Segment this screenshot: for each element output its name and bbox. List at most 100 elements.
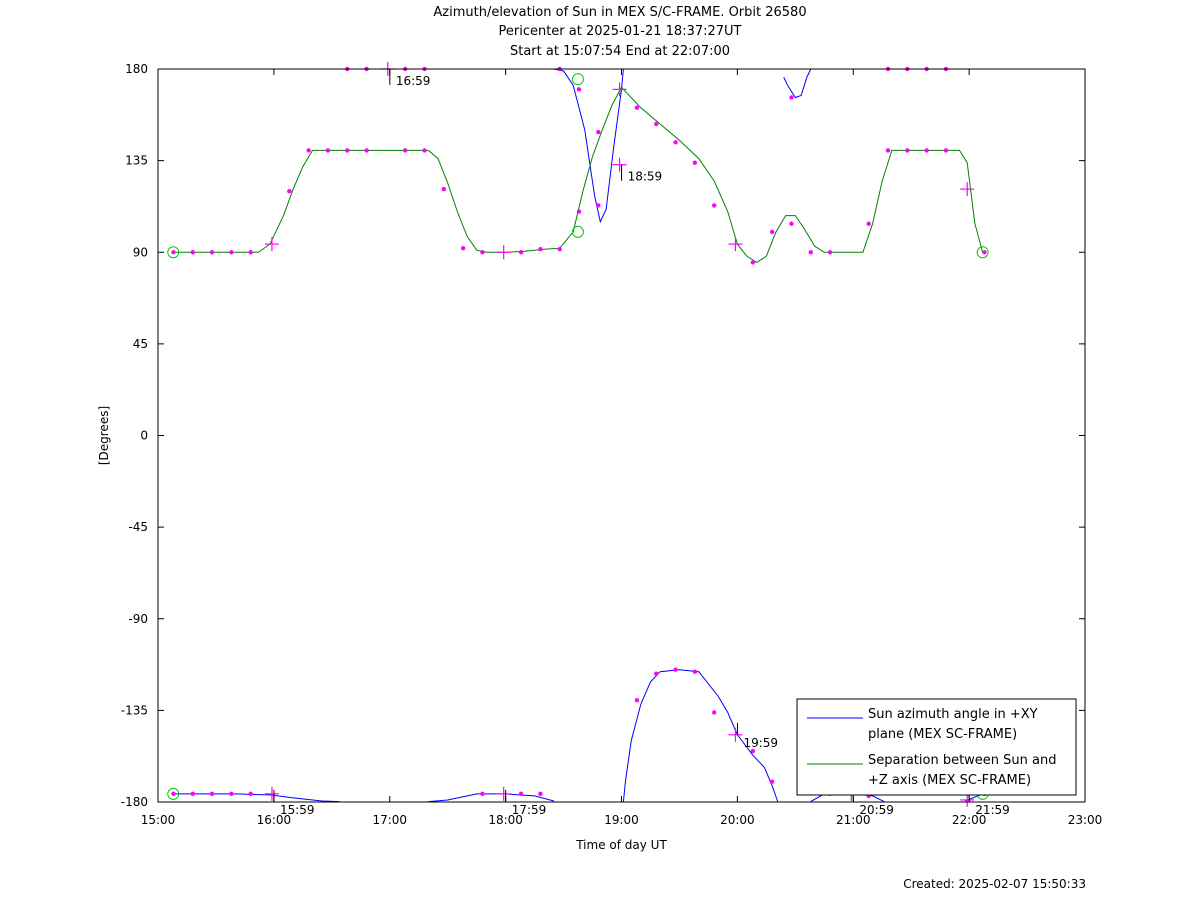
data-point-dot — [692, 160, 698, 165]
data-point-dot — [712, 203, 717, 208]
hour-cross-marker — [612, 157, 627, 172]
data-point-dot — [364, 148, 369, 153]
event-circle-marker — [571, 225, 584, 238]
x-tick-label: 22:00 — [952, 813, 987, 827]
data-point-dot — [634, 697, 640, 703]
annotation-label: 18:59 — [628, 170, 663, 184]
series-line — [622, 669, 779, 803]
data-point-dot — [248, 250, 253, 255]
hour-annotation: 17:59 — [505, 790, 547, 817]
y-tick-label: 0 — [140, 429, 148, 443]
data-point-dot — [692, 669, 698, 674]
data-point-dot — [596, 129, 601, 135]
data-point-dot — [866, 221, 871, 226]
legend-label: Sun azimuth angle in +XY — [868, 707, 1038, 722]
data-point-dot — [518, 250, 524, 255]
data-point-dot — [769, 779, 775, 784]
data-point-dot — [789, 95, 794, 100]
y-tick-label: 135 — [125, 154, 148, 168]
series-line — [783, 68, 812, 99]
annotation-label: 17:59 — [512, 803, 547, 817]
x-tick-label: 17:00 — [372, 813, 407, 827]
data-point-dot — [789, 221, 794, 226]
data-point-dot — [924, 148, 929, 153]
data-point-dot — [190, 791, 195, 797]
data-point-dot — [171, 250, 176, 255]
data-point-dot — [171, 791, 176, 797]
x-tick-label: 15:00 — [141, 813, 176, 827]
x-tick-label: 23:00 — [1068, 813, 1103, 827]
data-point-dot — [441, 186, 447, 192]
legend-label: plane (MEX SC-FRAME) — [868, 727, 1017, 742]
marker-layer — [167, 62, 989, 807]
series-line — [173, 86, 984, 263]
data-point-dot — [576, 209, 582, 214]
y-tick-label: 90 — [133, 245, 148, 259]
label-layer: 15:00 16:00 17:00 18:00 19:00 20:00 21:00 22:00… — [97, 62, 1102, 852]
hour-cross-marker — [960, 182, 975, 197]
hour-annotation: 18:59 — [621, 164, 663, 184]
data-point-dot — [325, 148, 331, 153]
data-point-dot — [943, 148, 949, 153]
hour-annotation: 19:59 — [736, 722, 778, 750]
annotation-label: 20:59 — [859, 803, 894, 817]
plot-frame — [157, 68, 1086, 803]
data-point-dot — [654, 121, 659, 127]
data-point-dot — [209, 250, 215, 255]
legend-box — [796, 698, 1077, 796]
data-point-dot — [750, 260, 756, 265]
hour-cross-marker — [728, 727, 743, 742]
data-point-dot — [229, 791, 234, 797]
event-circle-marker — [571, 73, 584, 86]
chart-title: Azimuth/elevation of Sun in MEX S/C-FRAM… — [433, 5, 807, 20]
data-point-dot — [557, 246, 562, 252]
data-point-dot — [827, 250, 833, 255]
annotation-label: 15:59 — [280, 803, 315, 817]
hour-cross-marker — [496, 786, 511, 801]
data-point-dot — [345, 148, 350, 153]
x-axis-label: Time of day UT — [575, 838, 667, 852]
hour-cross-marker — [264, 237, 279, 252]
y-tick-label: 180 — [125, 62, 148, 76]
data-point-dot — [808, 250, 813, 255]
created-timestamp: Created: 2025-02-07 15:50:33 — [903, 877, 1086, 891]
data-point-dot — [750, 748, 756, 754]
data-point-dot — [654, 671, 659, 676]
y-axis-label: [Degrees] — [97, 406, 111, 465]
data-point-dot — [538, 246, 543, 252]
data-point-dot — [306, 148, 311, 153]
y-tick-label: -90 — [128, 612, 148, 626]
data-point-dot — [885, 148, 891, 153]
x-tick-label: 16:00 — [257, 813, 292, 827]
event-circle-marker — [167, 787, 180, 800]
data-point-dot — [518, 791, 524, 797]
series-line — [428, 793, 555, 803]
chart-subtitle-start-end: Start at 15:07:54 End at 22:07:00 — [509, 44, 731, 59]
series-line — [553, 68, 624, 224]
x-tick-label: 19:00 — [604, 813, 639, 827]
y-tick-label: -135 — [121, 703, 148, 717]
data-point-dot — [287, 188, 292, 194]
y-tick-label: 45 — [133, 337, 148, 351]
legend: Sun azimuth angle in +XY plane (MEX SC-FR… — [796, 698, 1077, 796]
annotation-label: 16:59 — [396, 74, 431, 88]
data-point-dot — [248, 791, 253, 797]
y-tick-label: -180 — [121, 795, 148, 809]
data-point-dot — [538, 791, 543, 797]
data-point-dot — [712, 710, 717, 715]
hour-annotation: 16:59 — [389, 69, 431, 88]
data-point-dot — [982, 250, 987, 255]
series-line — [173, 793, 340, 803]
data-point-dot — [576, 87, 582, 92]
x-tick-label: 20:00 — [720, 813, 755, 827]
series-layer — [173, 68, 984, 803]
annotation-label: 19:59 — [743, 736, 778, 750]
chart-subtitle-pericenter: Pericenter at 2025-01-21 18:37:27UT — [498, 24, 742, 39]
data-point-dot — [229, 250, 234, 255]
annotation-label: 21:59 — [975, 803, 1010, 817]
hour-cross-marker — [612, 82, 627, 97]
legend-label: Separation between Sun and — [868, 753, 1056, 768]
data-point-dot — [480, 250, 485, 255]
data-point-dot — [190, 250, 195, 255]
